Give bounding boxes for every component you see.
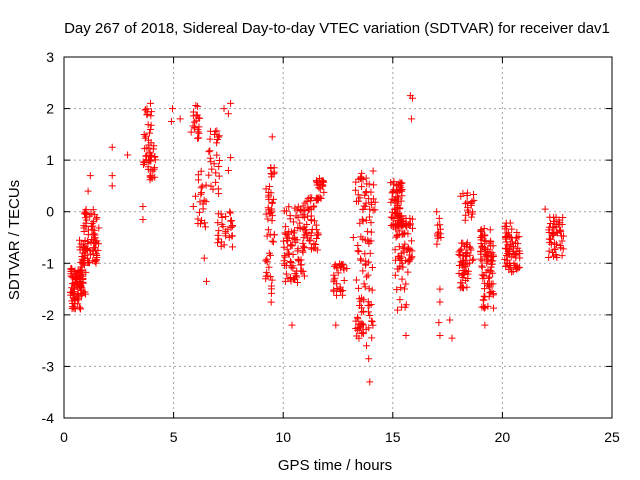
y-tick-label: 3 [46,49,54,65]
y-axis-label: SDTVAR / TECUs [6,180,23,300]
x-tick-label: 10 [275,429,291,445]
y-tick-label: -3 [42,358,55,374]
x-tick-label: 20 [495,429,511,445]
y-tick-label: -2 [42,307,55,323]
x-axis-label: GPS time / hours [278,457,392,474]
y-tick-label: 1 [46,152,54,168]
sdtvar-scatter-chart: Day 267 of 2018, Sidereal Day-to-day VTE… [0,0,640,480]
y-tick-label: 0 [46,204,54,220]
y-tick-label: -4 [42,410,55,426]
chart-title: Day 267 of 2018, Sidereal Day-to-day VTE… [64,20,610,37]
x-tick-label: 5 [170,429,178,445]
x-tick-label: 0 [60,429,68,445]
y-tick-label: 2 [46,101,54,117]
y-tick-label: -1 [42,255,55,271]
x-tick-label: 15 [385,429,401,445]
x-tick-label: 25 [604,429,620,445]
